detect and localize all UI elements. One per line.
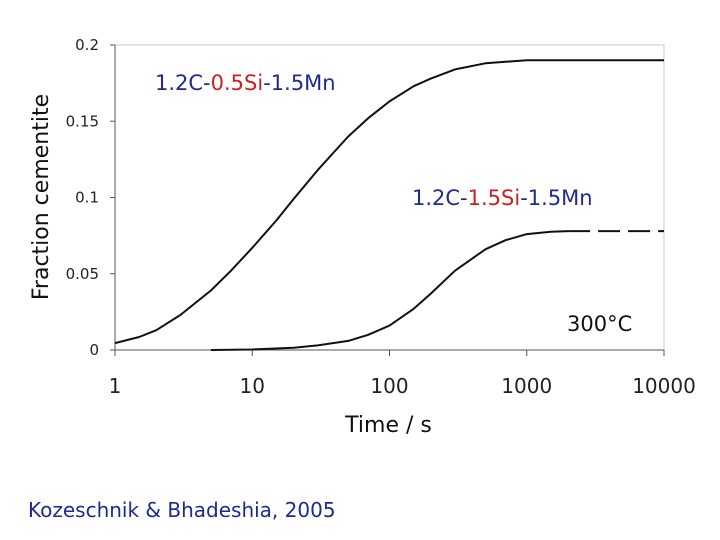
series-label-part: -1.5Mn [263,71,335,95]
x-axis-title: Time / s [344,413,432,438]
x-tick-label: 1 [109,374,122,398]
y-axis-title: Fraction cementite [29,94,54,300]
x-tick-label: 10 [240,374,265,398]
y-tick-label: 0 [89,341,99,359]
y-tick-label: 0.2 [75,36,99,54]
series-label-part: -1.5Mn [520,186,592,210]
y-tick-label: 0.15 [66,112,99,130]
x-tick-label: 1000 [501,374,552,398]
citation: Kozeschnik & Bhadeshia, 2005 [28,498,336,522]
series-label-part: 1.2C- [155,71,211,95]
series-label-part: 0.5Si [211,71,264,95]
series-label-part: 1.2C- [412,186,468,210]
y-tick-label: 0.1 [75,189,99,207]
series-label-part: 1.5Si [468,186,521,210]
y-tick-label: 0.05 [66,265,99,283]
temperature-annotation: 300°C [567,312,632,336]
series-label-1: 1.2C-0.5Si-1.5Mn [155,71,336,95]
series-line-1 [114,59,664,345]
x-tick-label: 100 [370,374,408,398]
series-line-2 [210,230,569,351]
x-tick-label: 10000 [632,374,696,398]
series-label-2: 1.2C-1.5Si-1.5Mn [412,186,593,210]
